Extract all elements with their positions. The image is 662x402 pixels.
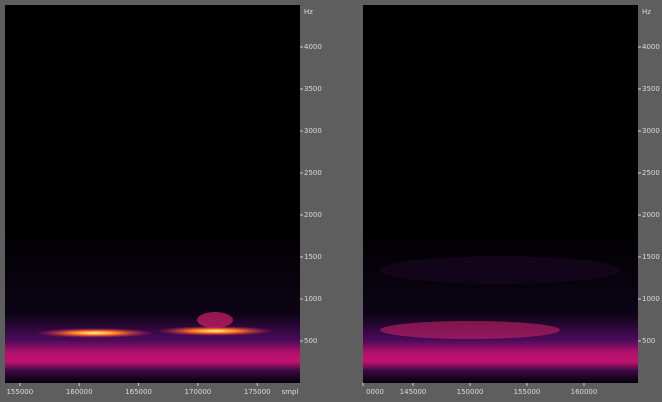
hot-spot [35, 328, 155, 338]
x-tick-label: 145000 [400, 388, 427, 396]
y-tick-label: 2500 [304, 169, 322, 177]
y-axis-label: Hz [642, 8, 651, 16]
x-tick-label: 170000 [185, 388, 212, 396]
y-tick-label: 3000 [304, 127, 322, 135]
hot-spot [197, 312, 233, 328]
y-tick-label: 2500 [642, 169, 660, 177]
x-axis-label: smpl [282, 388, 299, 396]
x-tick-label: 175000 [244, 388, 271, 396]
y-tick-label: 1000 [642, 295, 660, 303]
y-tick-label: 2000 [642, 211, 660, 219]
y-axis-label: Hz [304, 8, 313, 16]
haze [380, 256, 620, 284]
y-tick-label: 1500 [642, 253, 660, 261]
x-tick-label: 0000 [366, 388, 384, 396]
x-tick-label: 160000 [571, 388, 598, 396]
y-tick-label: 3500 [642, 85, 660, 93]
spectrum [5, 230, 300, 383]
x-tick-label: 150000 [457, 388, 484, 396]
panel-left [5, 5, 300, 383]
hot-spot [155, 326, 275, 336]
y-tick-label: 1500 [304, 253, 322, 261]
x-tick-label: 155000 [514, 388, 541, 396]
y-tick-label: 500 [642, 337, 655, 345]
y-tick-label: 2000 [304, 211, 322, 219]
panel-right [363, 5, 638, 383]
spectrum [363, 230, 638, 383]
hot-spot [380, 321, 560, 339]
y-tick-label: 500 [304, 337, 317, 345]
x-tick-label: 160000 [66, 388, 93, 396]
y-tick-label: 4000 [304, 43, 322, 51]
y-tick-label: 3000 [642, 127, 660, 135]
y-tick-label: 4000 [642, 43, 660, 51]
x-tick-label: 165000 [125, 388, 152, 396]
y-tick-label: 3500 [304, 85, 322, 93]
x-tick-label: 155000 [6, 388, 33, 396]
y-tick-label: 1000 [304, 295, 322, 303]
